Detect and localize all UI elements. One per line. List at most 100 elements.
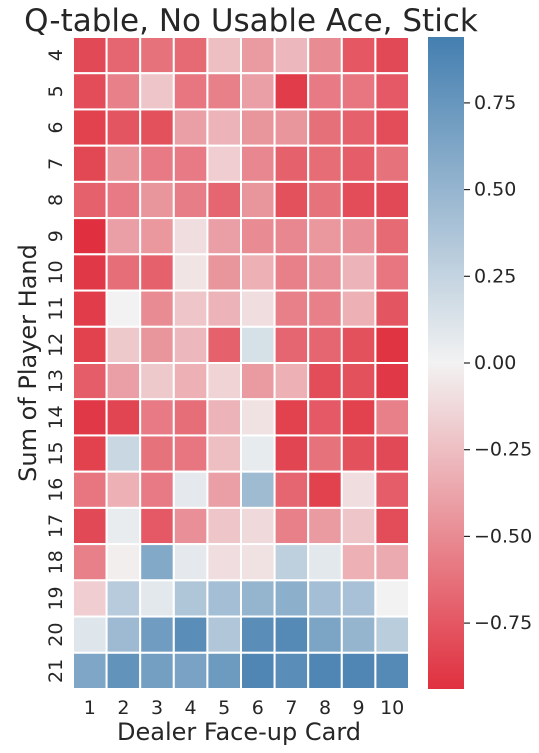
heatmap-cell xyxy=(172,144,209,183)
heatmap-cell xyxy=(72,108,108,147)
heatmap-cell xyxy=(240,144,276,183)
heatmap-cell xyxy=(139,180,175,220)
heatmap-cell xyxy=(273,253,310,292)
heatmap-cell xyxy=(240,506,276,546)
heatmap-cell xyxy=(240,579,276,618)
heatmap-cell xyxy=(206,615,242,654)
heatmap-cell xyxy=(273,72,310,111)
y-tick-label: 16 xyxy=(45,478,67,502)
heatmap-cell xyxy=(240,289,276,328)
heatmap-cell xyxy=(240,434,276,473)
colorbar-tick-label: −0.75 xyxy=(474,612,532,634)
heatmap-cell xyxy=(340,362,377,401)
heatmap-cell xyxy=(105,579,142,618)
heatmap-cell xyxy=(105,289,142,328)
heatmap-cell xyxy=(340,543,377,582)
heatmap-cell xyxy=(307,108,343,147)
heatmap-cell xyxy=(340,615,377,654)
heatmap-cell xyxy=(273,180,310,220)
heatmap-cell xyxy=(139,217,175,256)
y-tick-label: 18 xyxy=(45,550,67,574)
heatmap-cell xyxy=(105,543,142,582)
y-tick-label: 13 xyxy=(45,369,67,393)
heatmap-cell xyxy=(72,434,108,473)
heatmap-cell xyxy=(105,615,142,654)
colorbar-tick-label: 0.00 xyxy=(474,352,516,374)
heatmap-cell xyxy=(307,253,343,292)
heatmap-cell xyxy=(340,108,377,147)
heatmap-cell xyxy=(273,362,310,401)
x-axis-label: Dealer Face-up Card xyxy=(117,718,361,746)
heatmap-cell xyxy=(374,362,410,401)
y-tick-label: 15 xyxy=(45,441,67,465)
heatmap-cell xyxy=(340,217,377,256)
heatmap-cell xyxy=(340,72,377,111)
heatmap-cell xyxy=(105,506,142,546)
heatmap-cell xyxy=(240,72,276,111)
heatmap-cell xyxy=(240,362,276,401)
heatmap-cell xyxy=(206,289,242,328)
y-tick-label: 7 xyxy=(45,158,67,170)
heatmap-cell xyxy=(206,217,242,256)
y-tick-label: 9 xyxy=(45,230,67,242)
heatmap-cell xyxy=(374,325,410,364)
heatmap-cell xyxy=(139,325,175,364)
heatmap-cell xyxy=(307,651,343,690)
heatmap-cell xyxy=(374,253,410,292)
heatmap-cell xyxy=(206,108,242,147)
heatmap-cell xyxy=(273,325,310,364)
heatmap-cell xyxy=(139,579,175,618)
x-tick-label: 10 xyxy=(380,697,404,719)
heatmap-cell xyxy=(172,615,209,654)
y-axis-label: Sum of Player Hand xyxy=(14,244,42,482)
heatmap-cell xyxy=(273,108,310,147)
heatmap-cell xyxy=(307,217,343,256)
heatmap-cell xyxy=(240,470,276,509)
heatmap-cell xyxy=(105,36,142,75)
heatmap-cell xyxy=(172,36,209,75)
heatmap-cell xyxy=(374,615,410,654)
heatmap-cell xyxy=(72,253,108,292)
heatmap-cell xyxy=(172,289,209,328)
heatmap-cell xyxy=(105,180,142,220)
heatmap-cell xyxy=(240,543,276,582)
heatmap-cell xyxy=(307,144,343,183)
colorbar-tick-label: 0.25 xyxy=(474,265,516,287)
heatmap-cell xyxy=(273,543,310,582)
heatmap-cell xyxy=(240,615,276,654)
heatmap-cell xyxy=(206,434,242,473)
heatmap-cell xyxy=(307,289,343,328)
heatmap-cell xyxy=(206,180,242,220)
heatmap-cell xyxy=(340,180,377,220)
heatmap-cell xyxy=(307,398,343,437)
y-tick-label: 4 xyxy=(45,49,67,61)
heatmap-cell xyxy=(172,651,209,690)
heatmap-cell xyxy=(340,579,377,618)
heatmap-cell xyxy=(72,506,108,546)
colorbar-tick-label: −0.50 xyxy=(474,525,532,547)
heatmap-cell xyxy=(72,615,108,654)
colorbar-tick-label: −0.25 xyxy=(474,439,532,461)
heatmap-cell xyxy=(240,651,276,690)
heatmap-cell xyxy=(307,543,343,582)
heatmap-cell xyxy=(374,543,410,582)
heatmap-cell xyxy=(307,470,343,509)
heatmap-cell xyxy=(340,398,377,437)
heatmap-cell xyxy=(206,144,242,183)
heatmap-cell xyxy=(273,434,310,473)
heatmap-cell xyxy=(374,398,410,437)
heatmap-cell xyxy=(374,470,410,509)
heatmap-cell xyxy=(172,217,209,256)
heatmap-cell xyxy=(240,108,276,147)
heatmap-cell xyxy=(273,144,310,183)
heatmap-cell xyxy=(374,289,410,328)
y-tick-label: 8 xyxy=(45,194,67,206)
heatmap-cell xyxy=(172,434,209,473)
heatmap-cell xyxy=(240,398,276,437)
heatmap-cell xyxy=(139,36,175,75)
heatmap-cell xyxy=(105,470,142,509)
heatmap-cell xyxy=(307,325,343,364)
y-tick-label: 14 xyxy=(45,405,67,429)
heatmap-cell xyxy=(340,434,377,473)
heatmap-cell xyxy=(206,325,242,364)
